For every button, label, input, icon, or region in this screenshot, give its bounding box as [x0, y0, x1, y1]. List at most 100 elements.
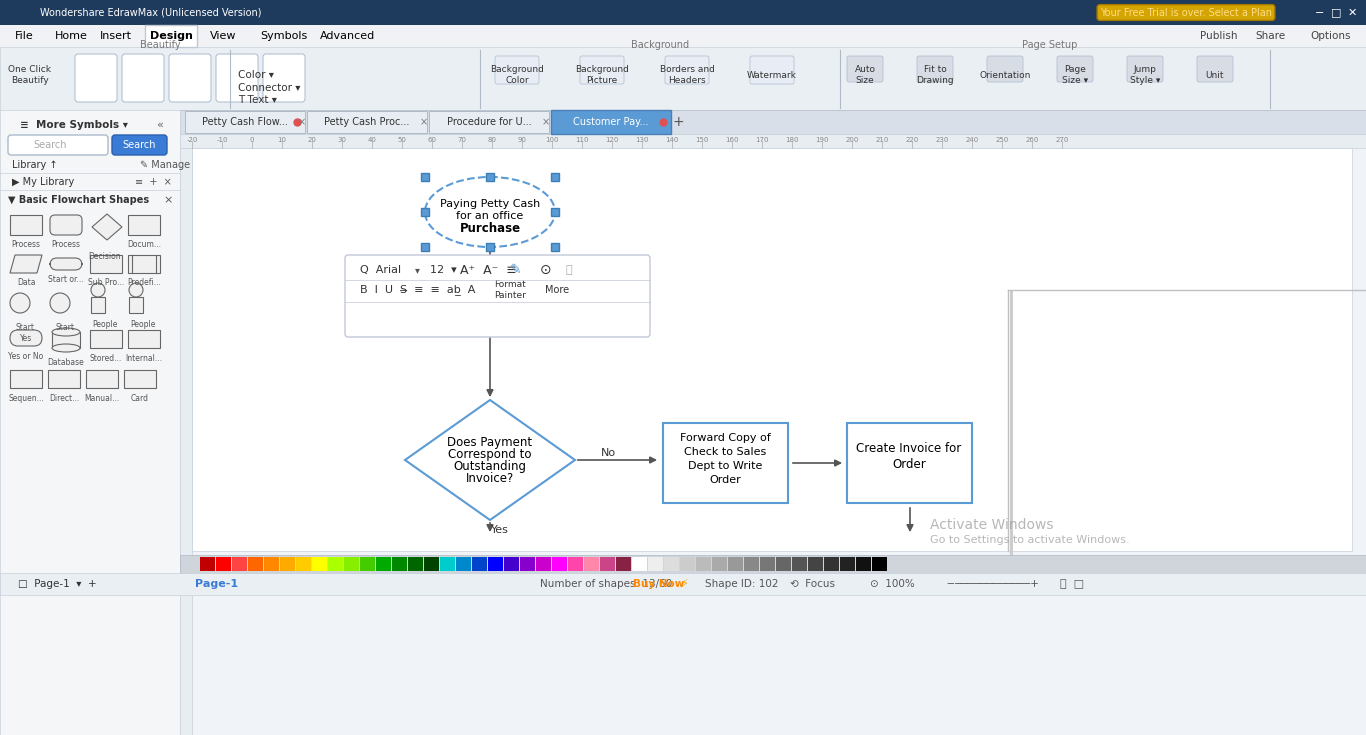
FancyBboxPatch shape [10, 330, 42, 346]
FancyBboxPatch shape [51, 215, 82, 235]
Text: 180: 180 [785, 137, 799, 143]
Text: B  I  U  S̶  ≡  ≡  ab̲  A: B I U S̶ ≡ ≡ ab̲ A [361, 284, 475, 295]
Bar [328, 557, 343, 571]
Bar [10, 215, 42, 235]
Bar [376, 557, 391, 571]
Text: Process: Process [11, 240, 41, 249]
Text: Forward Copy of: Forward Copy of [680, 433, 770, 443]
Bar [361, 557, 376, 571]
Text: 200: 200 [846, 137, 859, 143]
FancyBboxPatch shape [988, 56, 1023, 82]
FancyBboxPatch shape [112, 135, 167, 155]
Bar [0, 47, 1366, 112]
Bar [423, 557, 438, 571]
Bar [856, 557, 872, 571]
Polygon shape [92, 214, 122, 240]
Text: Shape ID: 102: Shape ID: 102 [705, 579, 779, 589]
Circle shape [51, 293, 70, 313]
Text: Format
Painter: Format Painter [494, 280, 526, 300]
Bar [568, 557, 583, 571]
Text: ×: × [164, 195, 172, 205]
Bar [10, 370, 42, 388]
Text: Database: Database [48, 358, 85, 367]
Text: 170: 170 [755, 137, 769, 143]
FancyBboxPatch shape [75, 54, 117, 102]
Text: Page
Size ▾: Page Size ▾ [1061, 65, 1089, 85]
Text: Fit to
Drawing: Fit to Drawing [917, 65, 953, 85]
Text: Docum...: Docum... [127, 240, 161, 249]
FancyBboxPatch shape [581, 56, 624, 84]
Text: Page Setup: Page Setup [1022, 40, 1078, 50]
Text: 260: 260 [1026, 137, 1038, 143]
Bar [550, 110, 671, 134]
Text: Advanced: Advanced [320, 31, 376, 41]
Bar [728, 557, 743, 571]
Bar [180, 134, 1366, 148]
Text: 50: 50 [398, 137, 407, 143]
Bar [311, 557, 326, 571]
Circle shape [92, 283, 105, 297]
Bar [663, 423, 788, 503]
Text: Symbols: Symbols [260, 31, 307, 41]
Text: 90: 90 [518, 137, 526, 143]
Text: Number of shapes: 13/60: Number of shapes: 13/60 [540, 579, 672, 589]
Text: Purchase: Purchase [459, 221, 520, 234]
Text: Start or...: Start or... [48, 275, 83, 284]
Text: Sub Pro...: Sub Pro... [87, 278, 124, 287]
Text: Wondershare EdrawMax (Unlicensed Version): Wondershare EdrawMax (Unlicensed Version… [40, 7, 261, 18]
Text: 160: 160 [725, 137, 739, 143]
Text: 100: 100 [545, 137, 559, 143]
Text: A⁺  A⁻  ≡: A⁺ A⁻ ≡ [460, 264, 516, 276]
Text: Insert: Insert [100, 31, 133, 41]
Text: 270: 270 [1056, 137, 1068, 143]
Text: Beautify: Beautify [139, 40, 180, 50]
Text: ⊙: ⊙ [540, 263, 552, 277]
Text: Customer Pay...: Customer Pay... [574, 117, 649, 127]
Ellipse shape [52, 344, 81, 352]
Bar [52, 332, 81, 348]
Text: man: man [482, 310, 507, 320]
Text: Check to Sales: Check to Sales [684, 447, 766, 457]
Bar [824, 557, 839, 571]
Text: 110: 110 [575, 137, 589, 143]
Text: Background: Background [631, 40, 688, 50]
FancyBboxPatch shape [122, 54, 164, 102]
Bar [697, 557, 710, 571]
Text: Yes: Yes [20, 334, 33, 343]
FancyBboxPatch shape [1197, 56, 1233, 82]
Bar [0, 573, 1366, 595]
Text: 140: 140 [665, 137, 679, 143]
Ellipse shape [52, 328, 81, 336]
Text: Create Invoice for: Create Invoice for [856, 442, 962, 454]
Bar [90, 255, 122, 273]
Text: Auto
Size: Auto Size [855, 65, 876, 85]
Bar [180, 110, 1366, 134]
Text: Activate Windows: Activate Windows [930, 518, 1053, 532]
Bar [440, 557, 455, 571]
Text: ▶ My Library: ▶ My Library [12, 177, 74, 187]
Text: □  Page-1  ▾  +: □ Page-1 ▾ + [18, 579, 97, 589]
FancyBboxPatch shape [1127, 56, 1162, 82]
Text: Does Payment: Does Payment [448, 436, 533, 448]
Text: People: People [130, 320, 156, 329]
Text: 240: 240 [966, 137, 978, 143]
Bar [128, 215, 160, 235]
Bar [264, 557, 279, 571]
FancyBboxPatch shape [847, 56, 882, 82]
Text: 0: 0 [250, 137, 254, 143]
Bar [550, 208, 559, 216]
Bar [184, 111, 305, 133]
Text: ⛶  □: ⛶ □ [1060, 579, 1085, 589]
Text: People: People [93, 320, 117, 329]
Bar [432, 295, 557, 335]
Text: Buy Now: Buy Now [632, 579, 684, 589]
Bar [344, 557, 359, 571]
Bar [776, 557, 791, 571]
Text: Orientation: Orientation [979, 71, 1031, 79]
Bar [249, 557, 264, 571]
Bar [392, 557, 407, 571]
Bar [0, 25, 1366, 47]
FancyBboxPatch shape [750, 56, 794, 84]
Text: for an office: for an office [456, 211, 523, 221]
Bar [86, 370, 117, 388]
